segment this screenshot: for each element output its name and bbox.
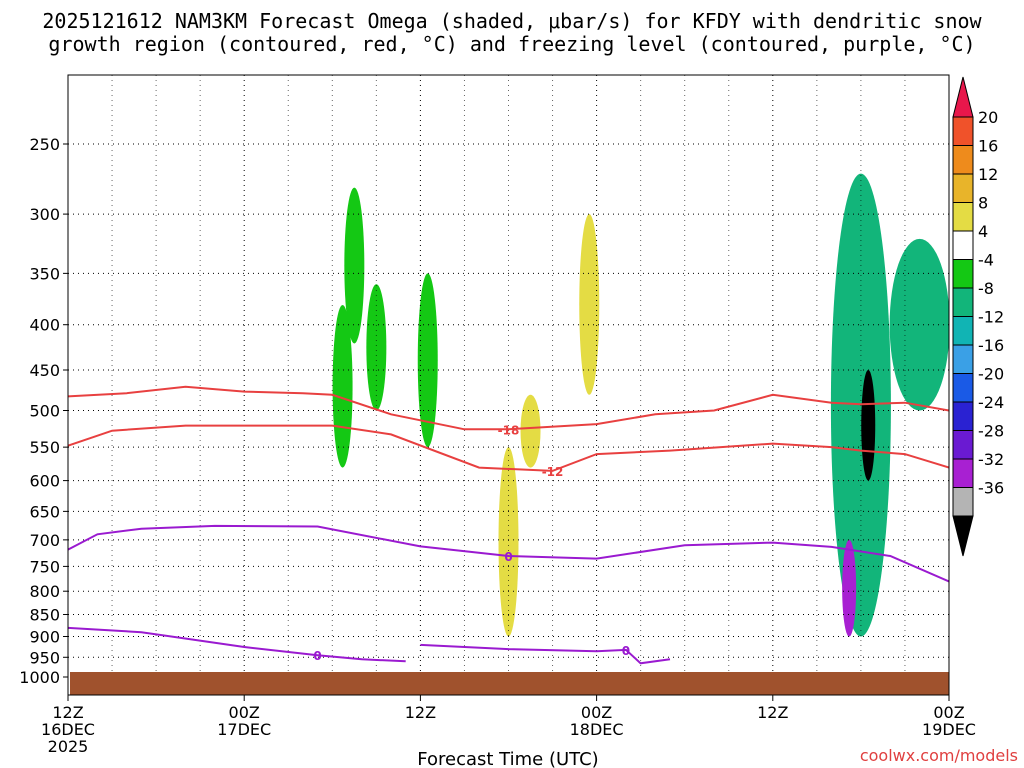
- colorbar-swatch-2: [952, 145, 974, 175]
- y-tick-label-400: 400: [29, 316, 60, 335]
- omega-feature-3: [417, 273, 438, 448]
- colorbar-label-12: -32: [978, 450, 1004, 469]
- x-tick-label-36-1: 18DEC: [570, 720, 624, 739]
- x-tick-label-0-1: 16DEC: [41, 720, 95, 739]
- x-axis-label: Forecast Time (UTC): [417, 749, 598, 768]
- colorbar-label-13: -36: [978, 479, 1004, 498]
- x-tick-label-36-0: 00Z: [581, 703, 612, 722]
- colorbar-label-0: 20: [978, 108, 998, 127]
- y-tick-label-1000: 1000: [19, 668, 60, 687]
- colorbar-label-4: 4: [978, 222, 988, 241]
- y-tick-label-250: 250: [29, 135, 60, 154]
- y-tick-label-650: 650: [29, 502, 60, 521]
- y-tick-label-900: 900: [29, 627, 60, 646]
- colorbar-swatch-11: [952, 401, 974, 431]
- colorbar-label-2: 12: [978, 165, 998, 184]
- freezing-contour-0: [68, 524, 949, 583]
- colorbar-label-11: -28: [978, 422, 1004, 441]
- y-tick-label-700: 700: [29, 531, 60, 550]
- freezing-contour-label-0: 0: [504, 550, 512, 564]
- colorbar: 20 16 12 8 4 -4 -8 -12 -16 -20 -24 -28 -32 -36: [952, 76, 1004, 557]
- plot-frame: [67, 74, 950, 696]
- colorbar-swatch-3: [952, 173, 974, 203]
- colorbar-swatch-12: [952, 430, 974, 460]
- omega-feature-8: [861, 369, 876, 481]
- y-tick-label-300: 300: [29, 205, 60, 224]
- x-tick-label-60-1: 19DEC: [922, 720, 976, 739]
- colorbar-swatch-7: [952, 287, 974, 317]
- chart-title-line1: 2025121612 NAM3KM Forecast Omega (shaded…: [42, 9, 982, 33]
- colorbar-swatch-4: [952, 202, 974, 232]
- colorbar-swatch-10: [952, 373, 974, 403]
- colorbar-label-9: -20: [978, 365, 1004, 384]
- y-tick-label-450: 450: [29, 361, 60, 380]
- x-tick-label-12-1: 17DEC: [217, 720, 271, 739]
- freezing-contour-2: [420, 643, 671, 665]
- omega-feature-10: [889, 238, 949, 411]
- colorbar-swatch-8: [952, 316, 974, 346]
- dgz-contour-0: [68, 385, 949, 431]
- x-tick-label-0-2: 2025: [48, 737, 89, 756]
- colorbar-label-8: -16: [978, 336, 1004, 355]
- chart-title-line2: growth region (contoured, red, °C) and f…: [48, 32, 976, 56]
- omega-feature-6: [498, 447, 519, 637]
- terrain-rect: [70, 672, 949, 695]
- omega-feature-5: [520, 394, 541, 468]
- colorbar-swatch-6: [952, 259, 974, 289]
- colorbar-label-5: -4: [978, 251, 994, 270]
- colorbar-swatch-5: [952, 230, 974, 260]
- colorbar-label-1: 16: [978, 137, 998, 156]
- y-tick-label-800: 800: [29, 582, 60, 601]
- dgz-contour-label-0: -18: [498, 423, 520, 437]
- freezing-contour-label-2: 0: [622, 644, 630, 658]
- y-tick-label-350: 350: [29, 264, 60, 283]
- terrain-fill: [70, 672, 949, 695]
- omega-feature-9: [842, 539, 857, 637]
- y-tick-label-750: 750: [29, 557, 60, 576]
- y-tick-label-500: 500: [29, 402, 60, 421]
- contours: -18 -12 0 0 0: [68, 385, 949, 665]
- omega-feature-1: [344, 187, 365, 344]
- y-tick-label-950: 950: [29, 648, 60, 667]
- colorbar-label-10: -24: [978, 393, 1004, 412]
- freezing-contour-label-1: 0: [313, 649, 321, 663]
- dgz-contour-label-1: -12: [542, 465, 564, 479]
- colorbar-swatch-1: [952, 116, 974, 146]
- x-tick-label-12-0: 00Z: [229, 703, 260, 722]
- y-axis: 250 300 350 400 450 500 550 600 650 700 750 800 850 9…: [19, 135, 68, 687]
- colorbar-label-3: 8: [978, 194, 988, 213]
- colorbar-swatch-13: [952, 458, 974, 488]
- colorbar-bottom-arrow: [952, 515, 974, 557]
- dgz-contour-1: [68, 424, 949, 472]
- site-credit: coolwx.com/models: [859, 746, 1018, 765]
- y-tick-label-550: 550: [29, 438, 60, 457]
- x-tick-label-24-0: 12Z: [405, 703, 436, 722]
- omega-feature-2: [366, 284, 387, 411]
- colorbar-swatch-9: [952, 344, 974, 374]
- x-tick-label-60-0: 00Z: [933, 703, 964, 722]
- colorbar-label-7: -12: [978, 308, 1004, 327]
- y-tick-label-850: 850: [29, 606, 60, 625]
- colorbar-label-6: -8: [978, 279, 994, 298]
- colorbar-top-arrow: [952, 76, 974, 118]
- y-tick-label-600: 600: [29, 472, 60, 491]
- x-tick-label-0-0: 12Z: [52, 703, 83, 722]
- x-tick-label-48-0: 12Z: [757, 703, 788, 722]
- omega-feature-4: [579, 214, 600, 395]
- freezing-contour-1: [68, 626, 406, 663]
- colorbar-swatch-14: [952, 487, 974, 517]
